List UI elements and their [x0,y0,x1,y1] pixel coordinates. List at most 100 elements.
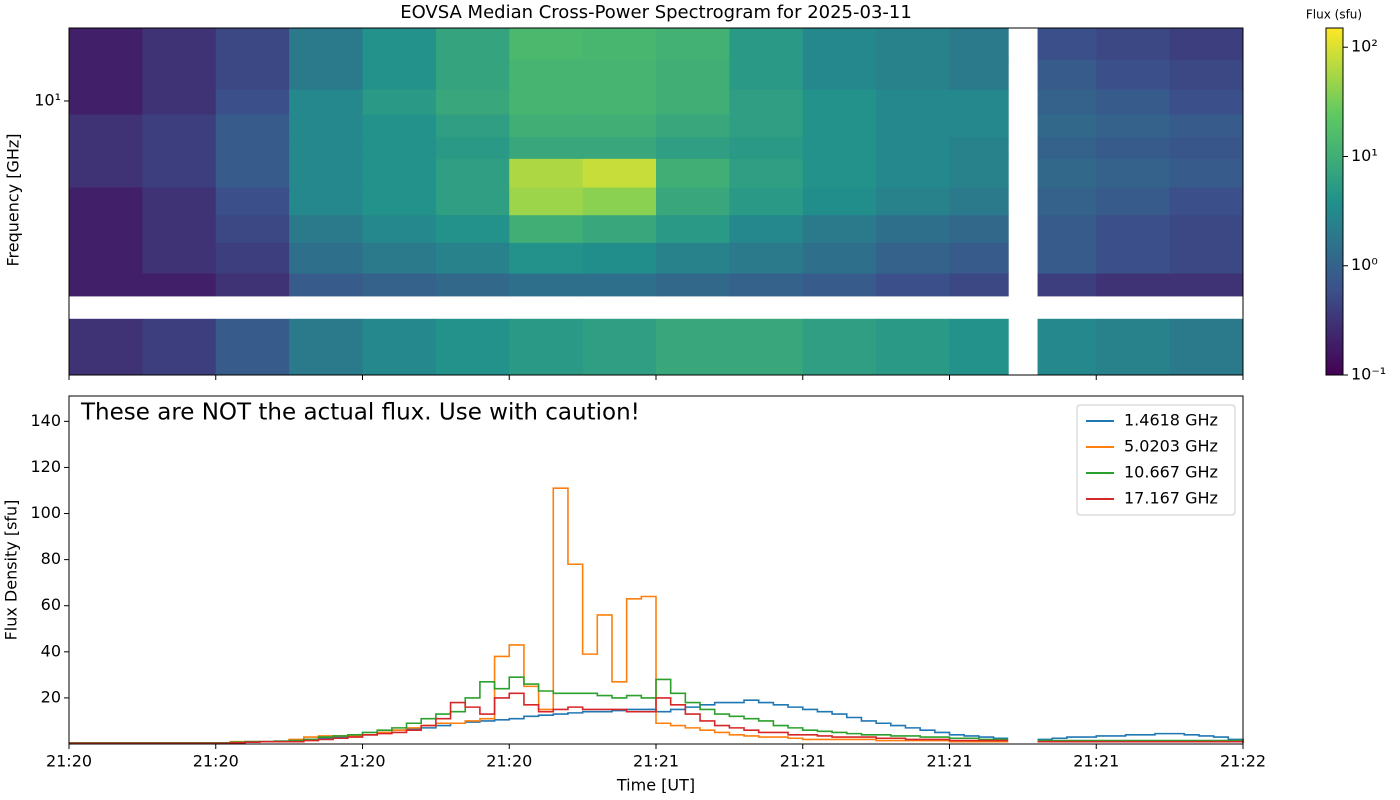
heatmap-cell [802,59,877,90]
heatmap-cell [802,158,877,188]
heatmap-cell [729,158,804,188]
heatmap-cell [656,59,730,90]
heatmap-cell [435,114,510,138]
heatmap-cell [802,28,877,60]
heatmap-cell [289,187,363,216]
heatmap-cell [582,28,657,60]
heatmap-cell [509,318,584,376]
heatmap-cell [1096,89,1171,115]
heatmap-cell [729,89,804,115]
heatmap-cell [142,59,217,90]
heatmap-cell [1037,114,1097,138]
heatmap-cell [949,59,1009,90]
heatmap-cell [582,187,657,216]
heatmap-cell [215,318,290,376]
legend-label: 10.667 GHz [1124,463,1218,482]
heatmap-cell [509,187,584,216]
heatmap-cell [142,114,217,138]
heatmap-cell [1037,158,1097,188]
heatmap-cell [729,187,804,216]
heatmap-cell [1037,214,1097,243]
heatmap-cell [435,214,510,243]
heatmap-cell [876,318,950,376]
heatmap-cell [582,318,657,376]
series-line [1037,739,1244,742]
heatmap-cell [509,242,584,274]
heatmap-cell [142,242,217,274]
heatmap-cell [362,214,437,243]
colorbar-tick-label: 10¹ [1351,146,1378,165]
heatmap-cell [435,187,510,216]
x-tick-label: 21:21 [780,752,826,771]
heatmap-cell [1169,318,1244,376]
series-line [1037,732,1244,741]
series-line [1037,740,1244,743]
colorbar-label: Flux (sfu) [1306,8,1362,22]
heatmap-cell [215,242,290,274]
legend-label: 1.4618 GHz [1124,411,1218,430]
heatmap-cell [509,89,584,115]
heatmap-cell [69,318,143,376]
legend-label: 17.167 GHz [1124,489,1218,508]
heatmap-cell [876,214,950,243]
heatmap-cell [142,158,217,188]
colorbar-tick-label: 10⁰ [1351,255,1378,274]
heatmap-cell [435,136,510,159]
heatmap-cell [729,59,804,90]
heatmap-cell [802,187,877,216]
heatmap-cell [215,28,290,60]
heatmap-cell [729,242,804,274]
heatmap-cell [876,136,950,159]
heatmap-cell [215,59,290,90]
heatmap-cell [729,318,804,376]
heatmap-cell [1169,187,1244,216]
heatmap-cell [362,136,437,159]
heatmap-cell [362,187,437,216]
heatmap-cell [656,158,730,188]
heatmap-cell [1096,114,1171,138]
colorbar-tick-label: 10² [1351,37,1378,56]
heatmap-cell [142,136,217,159]
heatmap-cell [1096,59,1171,90]
heatmap-cell [582,273,657,297]
heatmap-cell [582,242,657,274]
heatmap-cell [362,28,437,60]
colorbar-tick-label: 10⁻¹ [1351,365,1386,384]
heatmap-cell [582,114,657,138]
heatmap-cell [582,136,657,159]
heatmap-cell [1037,136,1097,159]
heatmap-cell [69,59,143,90]
heatmap-cell [729,114,804,138]
spectrogram: 10¹ 10⁻¹ 10⁰ 10¹ 10² [34,27,1386,384]
heatmap-cell [289,242,363,274]
heatmap-cell [876,242,950,274]
heatmap-cell [1169,28,1244,60]
heatmap-cell [1037,318,1097,376]
x-tick-label: 21:20 [486,752,532,771]
heatmap-cell [1169,59,1244,90]
heatmap-cell [69,273,143,297]
heatmap-cell [656,318,730,376]
heatmap-cell [289,273,363,297]
heatmap-cell [729,214,804,243]
heatmap-cell [1096,136,1171,159]
heatmap-cell [142,318,217,376]
heatmap-cell [509,214,584,243]
y-tick-label: 120 [30,457,61,476]
heatmap-cell [69,114,143,138]
heatmap-cell [1169,214,1244,243]
heatmap-cell [656,187,730,216]
heatmap-cell [509,158,584,188]
heatmap-cell [289,89,363,115]
heatmap-cell [729,136,804,159]
heatmap-cell [509,59,584,90]
legend-label: 5.0203 GHz [1124,437,1218,456]
heatmap-cell [289,28,363,60]
x-tick-label: 21:20 [339,752,385,771]
heatmap-cell [69,242,143,274]
heatmap-cell [1169,89,1244,115]
heatmap-cell [1096,28,1171,60]
heatmap-cell [949,273,1009,297]
heatmap-cell [876,89,950,115]
y-tick-label: 20 [41,687,61,706]
